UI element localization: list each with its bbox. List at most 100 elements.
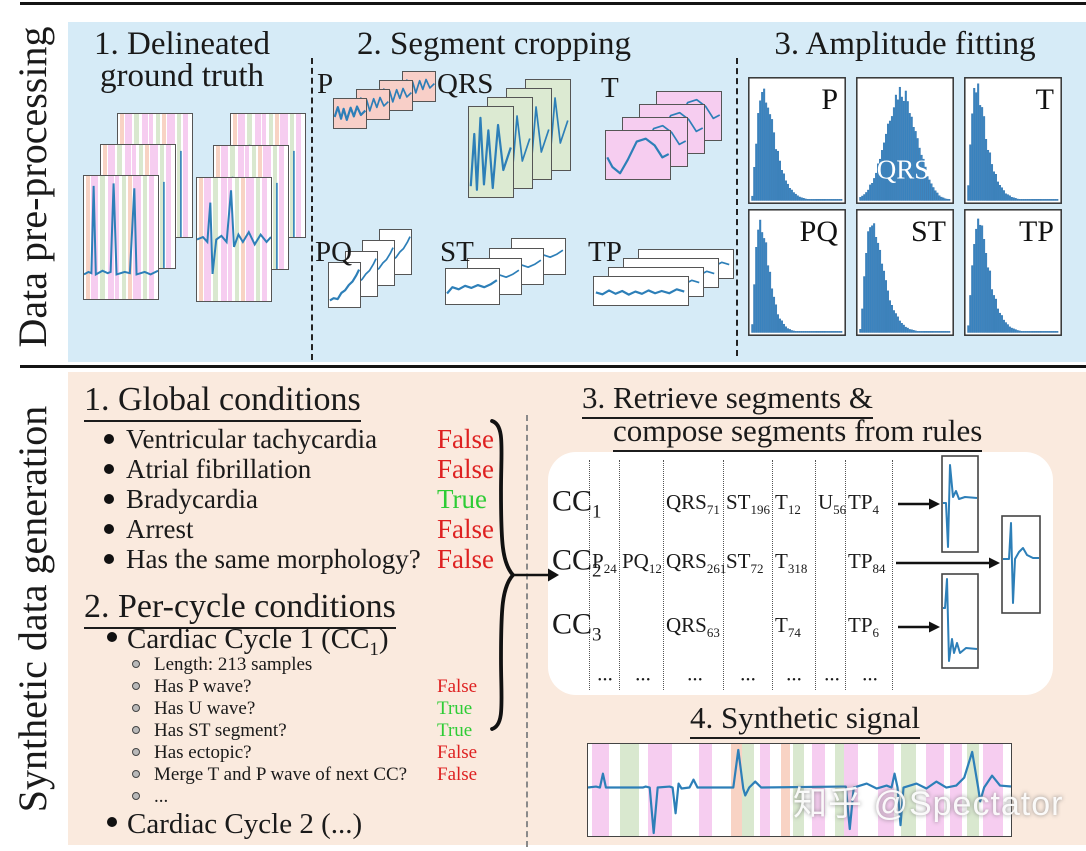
sub-bullet-icon: [132, 726, 140, 734]
segment-wave: [594, 277, 688, 305]
top-border-line: [20, 2, 1086, 5]
cycle1-condition-item: Has P wave? False: [130, 676, 530, 698]
segment-wave: [329, 263, 360, 307]
segment-cell: T74: [775, 613, 801, 641]
table-ellipsis: ...: [740, 661, 756, 686]
cycle1-condition-label: Merge T and P wave of next CC?: [154, 764, 408, 785]
bullet-icon: [104, 524, 114, 534]
condition-item: Has the same morphology? False: [100, 544, 530, 574]
ecg-trace: [197, 178, 271, 301]
table-column-divider: [723, 460, 724, 690]
condition-value: True: [437, 484, 488, 514]
cycle1-condition-label: ...: [154, 786, 169, 807]
segment-name: PQ: [622, 548, 649, 573]
cc-row-label-subscript: 3: [592, 624, 602, 646]
step1-title-line1: 1. Delineated: [94, 26, 270, 62]
segment-wave: [469, 107, 513, 197]
top-panel-divider-2: [736, 58, 738, 356]
delineation-stripe: [199, 178, 203, 301]
segment-index: 74: [787, 625, 801, 641]
condition-item: Bradycardia True: [100, 484, 530, 514]
table-column-divider: [772, 460, 773, 690]
sub-bullet-icon: [132, 748, 140, 756]
cc-row-label-base: CC: [552, 484, 593, 518]
cycle1-condition-label: Has U wave?: [154, 698, 256, 719]
bottom-panel-divider: [526, 415, 528, 847]
bullet-icon: [104, 434, 114, 444]
segment-cell: T318: [775, 549, 807, 577]
condition-label: Atrial fibrillation: [126, 454, 312, 484]
segment-name: TP: [848, 548, 873, 573]
cycle1-conditions-list: Length: 213 samples Has P wave? False Has U…: [130, 654, 530, 808]
step3-title: 3. Amplitude fitting: [774, 26, 1036, 62]
segment-cell: TP4: [848, 490, 879, 518]
condition-label: Ventricular tachycardia: [126, 424, 378, 454]
table-column-divider: [589, 460, 590, 690]
signal-stripe: [811, 744, 826, 836]
delineation-stripe: [143, 176, 147, 299]
table-column-divider: [892, 460, 893, 690]
table-ellipsis: ...: [597, 661, 613, 686]
segment-index: 318: [787, 561, 808, 577]
cc3-beat-plot: [941, 573, 979, 669]
condition-label: Bradycardia: [126, 484, 258, 514]
delineation-stripe: [296, 114, 302, 237]
cycle1-condition-label: Has ST segment?: [154, 720, 287, 741]
segment-cell: TP6: [848, 613, 879, 641]
table-ellipsis: ...: [635, 661, 651, 686]
segment-name: TP: [848, 612, 873, 637]
segment-cell: PQ12: [622, 549, 662, 577]
sub-bullet-icon: [132, 704, 140, 712]
cc2-arrow: [896, 557, 1000, 569]
signal-stripe: [925, 744, 944, 836]
synthetic-signal-plot: [587, 743, 1012, 837]
table-ellipsis: ...: [862, 661, 878, 686]
signal-stripe: [950, 744, 963, 836]
segment-name: P: [592, 548, 604, 573]
signal-stripe: [901, 744, 916, 836]
top-panel-divider-1: [311, 58, 313, 360]
cycle1-condition-item: Has ectopic? False: [130, 742, 530, 764]
segment-cell: QRS261: [666, 549, 726, 577]
ground-truth-card: [83, 175, 159, 300]
segment-group-label: QRS: [437, 68, 494, 100]
ground-truth-card: [196, 177, 272, 302]
ecg-trace: [84, 176, 158, 299]
cc-row-label-base: CC: [552, 607, 593, 641]
delineation-stripe: [228, 178, 233, 301]
cycle1-condition-item: Has ST segment? True: [130, 720, 530, 742]
cc1-beat-plot: [941, 455, 979, 553]
segment-name: T: [775, 548, 788, 573]
segment-name: QRS: [666, 612, 707, 637]
delineation-stripe: [166, 145, 172, 268]
histogram-label: QRS: [877, 155, 930, 185]
histogram-pq: PQ: [748, 209, 846, 336]
panel-divider-line: [20, 365, 1086, 368]
segment-name: T: [775, 489, 788, 514]
segment-wave: [606, 131, 670, 179]
sub-bullet-icon: [132, 682, 140, 690]
delineation-stripe: [86, 176, 90, 299]
signal-stripe: [781, 744, 790, 836]
histogram-qrs: QRS: [856, 77, 954, 204]
bullet-icon: [104, 464, 114, 474]
delineation-stripe: [183, 114, 189, 237]
global-conditions-title: 1. Global conditions: [84, 381, 361, 422]
segment-card-p: [333, 98, 367, 129]
signal-stripe: [793, 744, 805, 836]
watermark: 知乎 @Spectator: [793, 785, 1064, 823]
histogram-label: TP: [1019, 215, 1054, 248]
cycle1-condition-item: ...: [130, 786, 530, 808]
cycle1-condition-value: True: [437, 698, 473, 719]
cc-row-label-base: CC: [552, 543, 593, 577]
segment-cell: QRS71: [666, 490, 720, 518]
segment-cell: T12: [775, 490, 801, 518]
segment-cell: QRS63: [666, 613, 720, 641]
retrieve-title-line2: compose segments from rules: [613, 413, 983, 452]
signal-stripe: [983, 744, 1003, 836]
segment-card-qrs: [468, 106, 514, 198]
cycle1-condition-value: False: [437, 676, 478, 697]
cc-row-label-subscript: 1: [592, 501, 602, 523]
condition-item: Arrest False: [100, 514, 530, 544]
